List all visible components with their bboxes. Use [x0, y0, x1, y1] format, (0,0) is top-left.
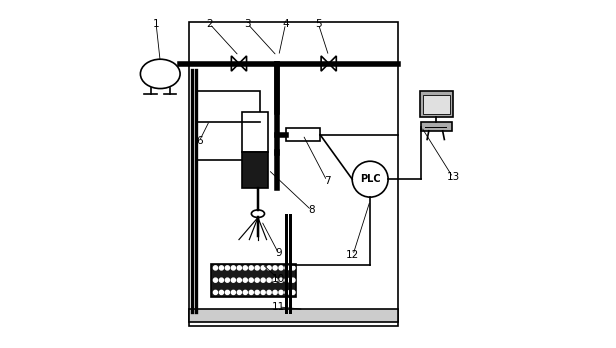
- Circle shape: [249, 278, 253, 282]
- Circle shape: [225, 278, 230, 282]
- Text: 12: 12: [346, 250, 360, 260]
- Bar: [211, 264, 296, 296]
- Circle shape: [219, 290, 224, 294]
- Circle shape: [273, 266, 277, 270]
- Circle shape: [255, 278, 259, 282]
- Text: 3: 3: [245, 19, 251, 29]
- Text: 10: 10: [272, 274, 285, 284]
- Circle shape: [237, 290, 241, 294]
- Circle shape: [291, 278, 295, 282]
- Ellipse shape: [140, 59, 180, 88]
- Circle shape: [249, 266, 253, 270]
- Circle shape: [225, 266, 230, 270]
- Bar: [243, 152, 269, 188]
- Circle shape: [213, 278, 217, 282]
- Circle shape: [261, 290, 265, 294]
- Circle shape: [291, 266, 295, 270]
- Circle shape: [285, 278, 289, 282]
- Circle shape: [255, 266, 259, 270]
- Ellipse shape: [251, 210, 264, 218]
- Text: 1: 1: [153, 19, 160, 29]
- Text: PLC: PLC: [360, 174, 381, 184]
- Text: 7: 7: [323, 176, 330, 186]
- Polygon shape: [232, 56, 239, 71]
- Text: 8: 8: [308, 205, 315, 215]
- Circle shape: [255, 290, 259, 294]
- Circle shape: [237, 278, 241, 282]
- Text: 9: 9: [275, 248, 282, 259]
- Text: 6: 6: [196, 136, 203, 146]
- Circle shape: [273, 278, 277, 282]
- Circle shape: [213, 266, 217, 270]
- Circle shape: [267, 266, 271, 270]
- Circle shape: [219, 266, 224, 270]
- Circle shape: [249, 290, 253, 294]
- Circle shape: [243, 266, 248, 270]
- Bar: [420, 91, 453, 117]
- Circle shape: [285, 290, 289, 294]
- Circle shape: [291, 290, 295, 294]
- Bar: [286, 128, 320, 141]
- Circle shape: [243, 290, 248, 294]
- Bar: [243, 112, 269, 152]
- Text: 4: 4: [282, 19, 289, 29]
- Polygon shape: [329, 56, 336, 71]
- Circle shape: [352, 161, 388, 197]
- Circle shape: [279, 266, 283, 270]
- Bar: [189, 22, 398, 326]
- Circle shape: [279, 278, 283, 282]
- Circle shape: [285, 266, 289, 270]
- Circle shape: [231, 266, 235, 270]
- Circle shape: [267, 290, 271, 294]
- Text: 13: 13: [447, 173, 460, 182]
- Circle shape: [225, 290, 230, 294]
- Text: 11: 11: [272, 302, 285, 312]
- Circle shape: [243, 278, 248, 282]
- Circle shape: [273, 290, 277, 294]
- Circle shape: [261, 266, 265, 270]
- Text: 2: 2: [206, 19, 213, 29]
- Polygon shape: [321, 56, 329, 71]
- Bar: [423, 95, 450, 114]
- Circle shape: [237, 266, 241, 270]
- Polygon shape: [239, 56, 246, 71]
- Circle shape: [231, 278, 235, 282]
- Bar: [421, 122, 452, 131]
- Circle shape: [231, 290, 235, 294]
- Bar: [196, 91, 260, 160]
- Circle shape: [219, 278, 224, 282]
- Circle shape: [267, 278, 271, 282]
- Circle shape: [213, 290, 217, 294]
- Text: 5: 5: [315, 19, 322, 29]
- Circle shape: [279, 290, 283, 294]
- Circle shape: [261, 278, 265, 282]
- Bar: [189, 309, 398, 323]
